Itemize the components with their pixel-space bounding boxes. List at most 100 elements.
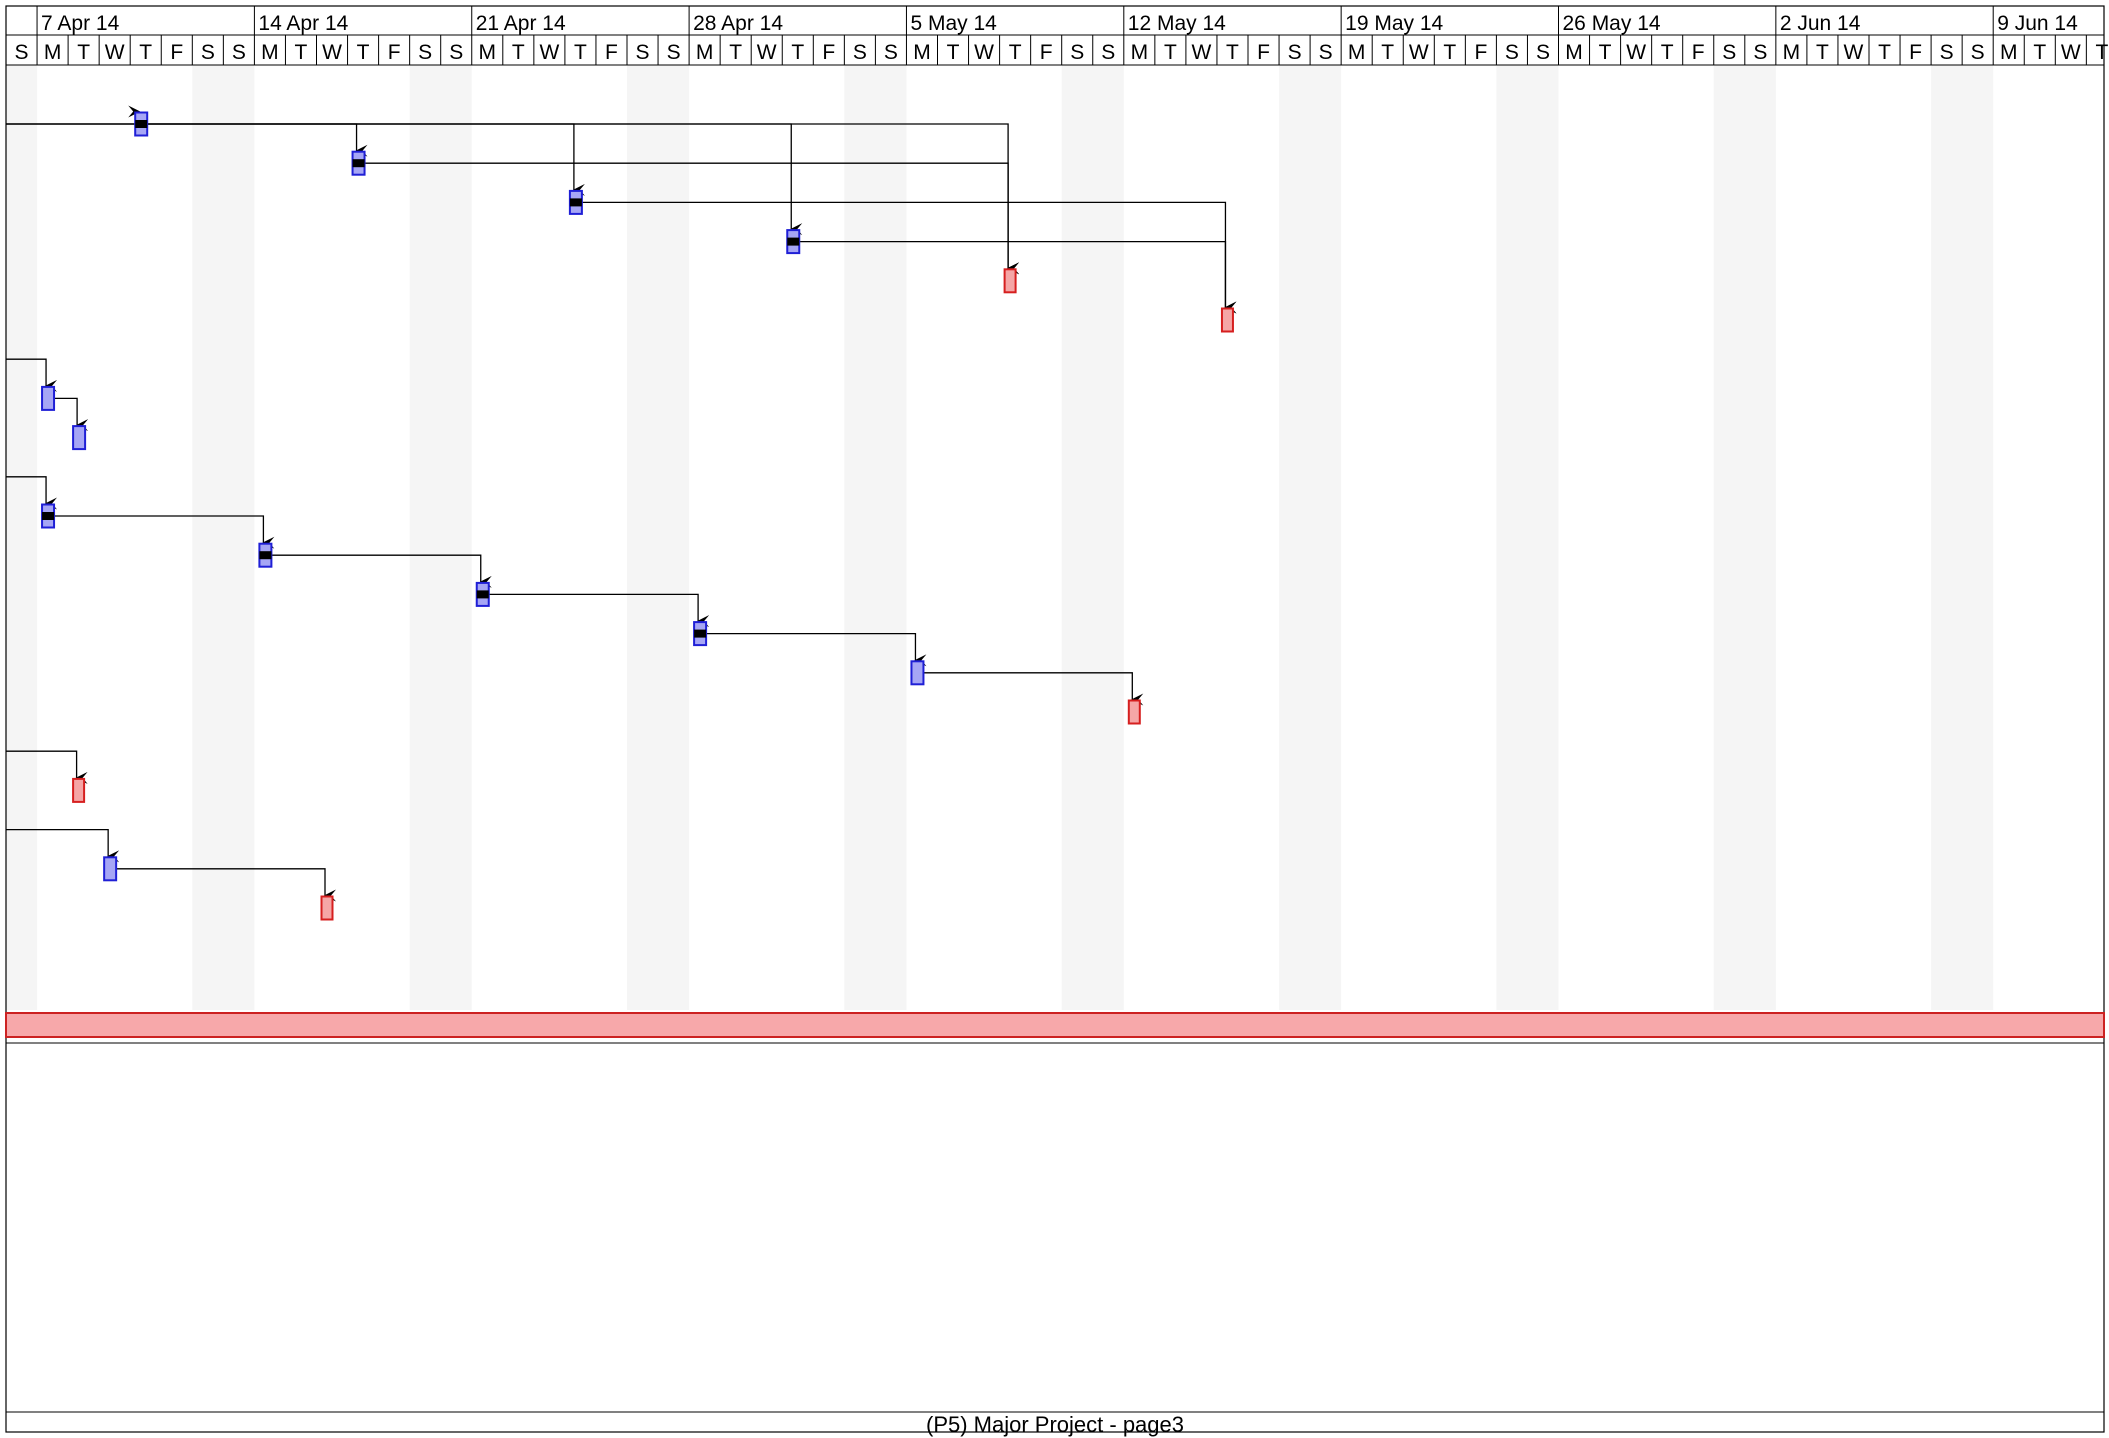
chart-frame [5, 5, 2105, 1433]
weekend-shading [6, 65, 1994, 1010]
day-letter: M [261, 41, 279, 64]
dependency-link [54, 515, 275, 549]
day-letter: F [388, 41, 401, 64]
dependency-link [6, 476, 58, 510]
day-letter: F [1257, 41, 1270, 64]
day-letter: S [667, 41, 681, 64]
dependency-link [706, 632, 927, 667]
day-letter: T [2033, 41, 2046, 64]
day-letter: F [822, 41, 835, 64]
weekend-band [1713, 65, 1776, 1010]
week-label: 2 Jun 14 [1780, 12, 1861, 35]
day-letter: W [1626, 41, 1646, 64]
day-letter: F [605, 41, 618, 64]
day-letter: W [539, 41, 559, 64]
dependency-link [6, 750, 88, 784]
weekend-band [6, 65, 38, 1010]
progress-mark [259, 551, 272, 560]
dependency-link [54, 397, 89, 432]
day-letter: M [913, 41, 931, 64]
day-letter: S [1753, 41, 1767, 64]
milestone-bar [1003, 268, 1017, 294]
day-letter: W [1192, 41, 1212, 64]
day-letter: M [479, 41, 497, 64]
task-bars [41, 111, 1234, 921]
day-letter: W [1409, 41, 1429, 64]
week-label: 14 Apr 14 [258, 12, 348, 35]
task-bar [72, 425, 87, 451]
dependency-link [799, 240, 1237, 314]
task-bar [103, 856, 118, 882]
progress-mark [42, 512, 55, 520]
dependency-link [6, 358, 58, 392]
weekend-band [627, 65, 690, 1010]
weekend-band [1279, 65, 1342, 1010]
day-letter: M [696, 41, 714, 64]
progress-mark [135, 120, 148, 128]
day-letter: S [636, 41, 650, 64]
day-letter: T [1226, 41, 1239, 64]
day-letter: F [170, 41, 183, 64]
page-footer: (P5) Major Project - page3 [926, 1412, 1184, 1437]
week-label: 19 May 14 [1345, 12, 1443, 35]
day-letter: M [1565, 41, 1583, 64]
day-letter: S [884, 41, 898, 64]
day-letter: W [1844, 41, 1864, 64]
day-letter: W [322, 41, 342, 64]
milestone-bar [72, 777, 86, 803]
dependency-link [488, 593, 710, 628]
dependency-links [6, 105, 1237, 902]
day-letter: W [2061, 41, 2081, 64]
day-letter: F [1040, 41, 1053, 64]
day-letter: W [974, 41, 994, 64]
day-letter: S [1971, 41, 1985, 64]
day-letter: S [1070, 41, 1084, 64]
day-letter: T [574, 41, 587, 64]
day-letter: T [729, 41, 742, 64]
milestone-bar [1127, 699, 1141, 725]
day-letter: T [77, 41, 90, 64]
day-letter: S [15, 41, 29, 64]
weekend-band [1496, 65, 1559, 1010]
dependency-link [6, 828, 120, 863]
day-letter: T [1878, 41, 1891, 64]
week-label: 12 May 14 [1128, 12, 1226, 35]
day-letter: S [232, 41, 246, 64]
dependency-link [923, 672, 1144, 706]
weekend-band [409, 65, 472, 1010]
progress-mark [694, 629, 707, 638]
day-letter: S [418, 41, 432, 64]
task-bar [41, 385, 56, 411]
day-letter: T [947, 41, 960, 64]
day-letter: T [295, 41, 308, 64]
day-letter: S [1101, 41, 1115, 64]
day-letter: T [512, 41, 525, 64]
week-label: 21 Apr 14 [476, 12, 566, 35]
day-letter: F [1692, 41, 1705, 64]
week-label: 26 May 14 [1563, 12, 1661, 35]
weekend-band [844, 65, 907, 1010]
day-letter: M [1783, 41, 1801, 64]
progress-mark [569, 198, 582, 207]
day-letter: T [1009, 41, 1022, 64]
progress-mark [352, 159, 365, 168]
day-letter: T [791, 41, 804, 64]
dependency-link [116, 868, 336, 902]
week-label: 28 Apr 14 [693, 12, 783, 35]
milestone-bar [1220, 307, 1234, 333]
day-letter: S [201, 41, 215, 64]
day-letter: F [1909, 41, 1922, 64]
weekend-band [1061, 65, 1124, 1010]
day-letter: T [1164, 41, 1177, 64]
day-letter: W [105, 41, 125, 64]
weekend-band [1931, 65, 1994, 1010]
dependency-link [364, 162, 1020, 275]
week-label: 5 May 14 [910, 12, 997, 35]
task-bar [910, 660, 925, 686]
day-letter: M [1348, 41, 1366, 64]
day-letter: T [1443, 41, 1456, 64]
day-letter: S [449, 41, 463, 64]
milestone-bar [320, 895, 334, 921]
day-letter: T [357, 41, 370, 64]
